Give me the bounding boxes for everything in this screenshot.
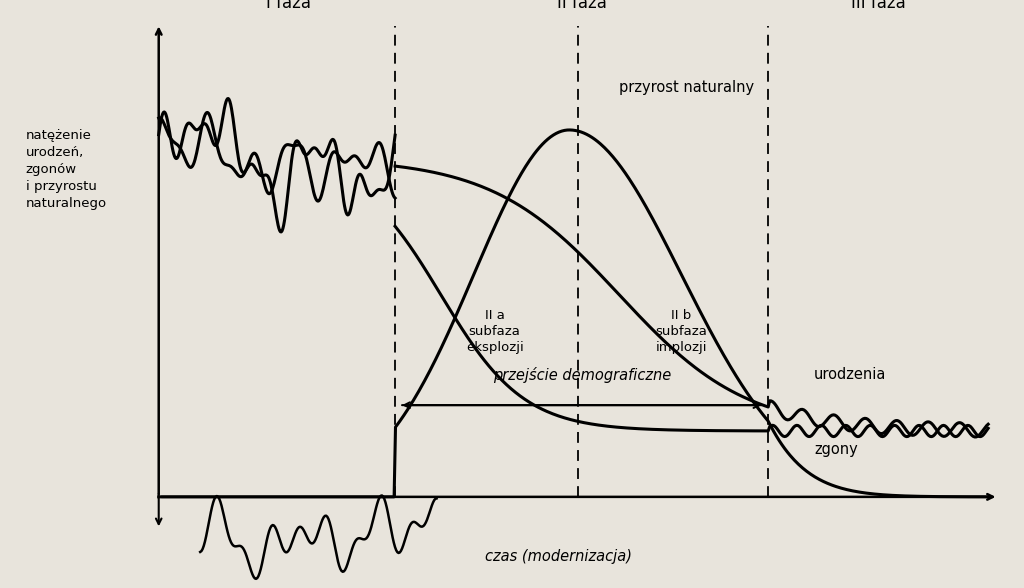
Text: II a
subfaza
eksplozji: II a subfaza eksplozji	[466, 309, 523, 354]
Text: czas (modernizacja): czas (modernizacja)	[484, 549, 632, 564]
Text: II b
subfaza
implozji: II b subfaza implozji	[655, 309, 708, 354]
Text: przejście demograficzne: przejście demograficzne	[493, 367, 671, 383]
Text: I faza: I faza	[266, 0, 311, 12]
Text: urodzenia: urodzenia	[814, 367, 887, 382]
Text: III faza: III faza	[851, 0, 905, 12]
Text: natężenie
urodzeń,
zgonów
i przyrostu
naturalnego: natężenie urodzeń, zgonów i przyrostu na…	[26, 129, 106, 211]
Text: II faza: II faza	[557, 0, 606, 12]
Text: przyrost naturalny: przyrost naturalny	[620, 80, 755, 95]
Text: zgony: zgony	[814, 442, 858, 457]
